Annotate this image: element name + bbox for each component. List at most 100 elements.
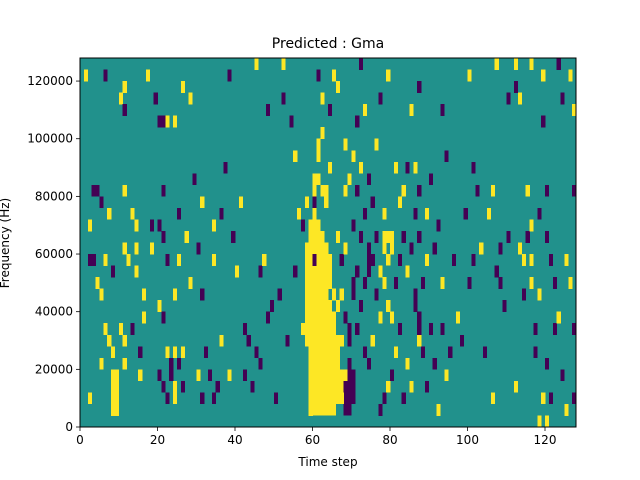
heatmap-cell xyxy=(436,403,441,416)
heatmap-cell xyxy=(161,311,166,324)
heatmap-cell xyxy=(413,207,418,220)
heatmap-cell xyxy=(122,104,127,116)
heatmap-cell xyxy=(545,184,550,197)
heatmap-cell xyxy=(169,369,174,382)
heatmap-cell xyxy=(196,369,201,382)
heatmap-cell xyxy=(149,242,154,255)
heatmap-cell xyxy=(180,380,185,393)
heatmap-cell xyxy=(537,207,542,220)
heatmap-cell xyxy=(200,288,205,301)
heatmap-cell xyxy=(122,357,127,370)
heatmap-cell xyxy=(545,357,550,370)
heatmap-cell xyxy=(382,277,387,289)
heatmap-cell xyxy=(103,323,108,336)
heatmap-cell xyxy=(537,415,542,428)
heatmap-cell xyxy=(355,115,360,128)
heatmap-plot-area xyxy=(79,57,577,428)
heatmap-cell xyxy=(498,242,503,255)
heatmap-cell xyxy=(196,242,201,255)
heatmap-cell xyxy=(514,380,519,393)
heatmap-cell xyxy=(359,230,364,243)
heatmap-cell xyxy=(320,92,325,105)
heatmap-cell xyxy=(87,219,92,232)
heatmap-cell-run xyxy=(328,300,333,416)
heatmap-cell xyxy=(300,323,306,336)
heatmap-cell xyxy=(312,184,317,197)
heatmap-cell xyxy=(347,173,352,186)
heatmap-cell xyxy=(176,207,182,220)
heatmap-cell xyxy=(254,346,259,359)
heatmap-cell xyxy=(564,254,569,266)
heatmap-cell xyxy=(107,334,112,347)
heatmap-cell xyxy=(173,115,178,128)
heatmap-cell-run xyxy=(351,277,356,301)
heatmap-cell xyxy=(483,346,488,359)
heatmap-cell xyxy=(219,334,224,347)
heatmap-cell xyxy=(250,380,255,393)
heatmap-cell xyxy=(401,184,406,197)
heatmap-cell xyxy=(556,58,561,70)
heatmap-cell xyxy=(111,403,116,416)
heatmap-cell xyxy=(300,219,306,232)
y-axis-label: Frequency (Hz) xyxy=(0,198,12,289)
heatmap-cell xyxy=(424,380,430,393)
heatmap-cell xyxy=(173,392,178,405)
heatmap-cell xyxy=(126,254,131,266)
heatmap-cell xyxy=(211,392,216,405)
heatmap-cell-run xyxy=(316,219,321,416)
heatmap-cell xyxy=(568,69,573,82)
heatmap-cell xyxy=(401,392,406,405)
heatmap-cell xyxy=(386,69,391,82)
heatmap-cell xyxy=(293,265,298,278)
heatmap-cell-run xyxy=(382,230,387,255)
heatmap-cell xyxy=(521,288,526,301)
heatmap-cell-run xyxy=(331,311,337,416)
heatmap-cell xyxy=(281,58,286,70)
heatmap-cell xyxy=(153,92,158,105)
heatmap-cell xyxy=(118,92,123,105)
heatmap-cell xyxy=(409,242,414,255)
heatmap-cell xyxy=(560,92,565,105)
heatmap-cell xyxy=(335,81,340,93)
heatmap-cell xyxy=(211,219,216,232)
heatmap-cell xyxy=(200,196,205,209)
heatmap-cell xyxy=(343,242,348,255)
y-tick-label: 120000 xyxy=(27,74,73,88)
heatmap-cell xyxy=(498,277,503,289)
heatmap-cell xyxy=(157,369,162,382)
heatmap-cell xyxy=(382,207,387,220)
heatmap-cell xyxy=(529,277,534,289)
heatmap-cell xyxy=(374,288,379,301)
heatmap-cell xyxy=(231,230,236,243)
heatmap-cell xyxy=(122,81,127,93)
heatmap-cell xyxy=(362,346,368,359)
heatmap-cell xyxy=(366,173,371,186)
heatmap-cell xyxy=(134,242,139,255)
heatmap-cell xyxy=(343,138,348,151)
x-tick-label: 100 xyxy=(456,433,479,447)
heatmap-cell xyxy=(328,104,333,116)
heatmap-cell xyxy=(386,230,391,243)
heatmap-cell-run xyxy=(440,323,445,335)
heatmap-cell xyxy=(359,300,364,312)
heatmap-cell xyxy=(161,230,166,243)
heatmap-cell xyxy=(366,357,371,370)
heatmap-cell xyxy=(366,242,371,255)
heatmap-cell xyxy=(541,115,546,128)
heatmap-cell xyxy=(335,369,340,382)
heatmap-cell xyxy=(161,184,166,197)
heatmap-cell xyxy=(254,58,259,70)
heatmap-cell xyxy=(417,184,422,197)
heatmap-cell xyxy=(370,196,375,209)
heatmap-cell xyxy=(165,115,170,128)
heatmap-cell xyxy=(351,219,356,232)
heatmap-cell xyxy=(87,254,92,266)
heatmap-cell xyxy=(324,184,329,197)
heatmap-cell xyxy=(541,392,546,405)
heatmap-cell xyxy=(331,346,337,359)
heatmap-cell xyxy=(572,392,577,405)
heatmap-cell xyxy=(281,92,286,105)
heatmap-cell xyxy=(409,104,414,116)
heatmap-cell xyxy=(448,346,453,359)
heatmap-cell xyxy=(413,300,418,312)
